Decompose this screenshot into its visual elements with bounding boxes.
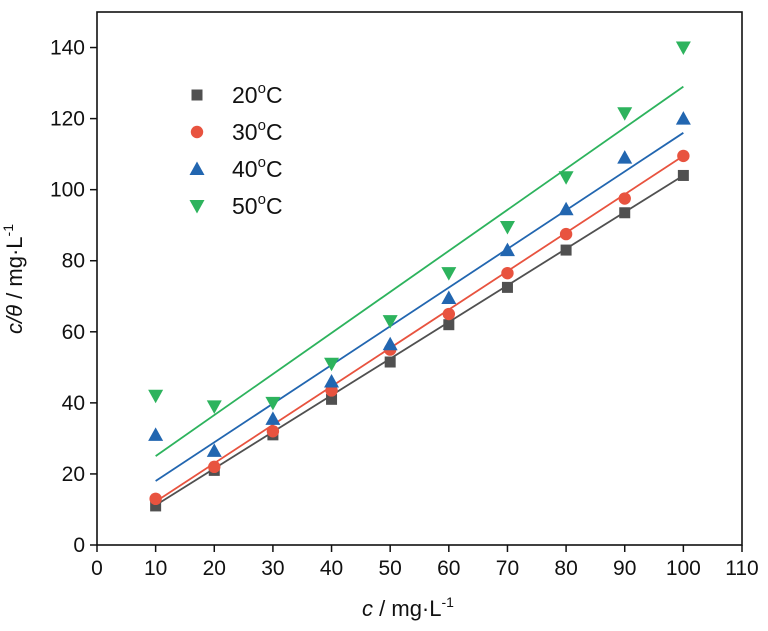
x-tick-label: 30: [261, 557, 284, 580]
data-point: [617, 150, 633, 164]
x-axis-title: c / mg·L-1: [362, 594, 454, 621]
data-point: [382, 315, 398, 329]
x-tick-label: 80: [554, 557, 577, 580]
data-point: [617, 107, 633, 121]
data-point: [266, 425, 280, 438]
fit-lines: [155, 85, 684, 506]
legend-marker: [189, 161, 205, 175]
data-point: [677, 169, 689, 181]
data-point: [324, 357, 340, 372]
data-point: [441, 267, 457, 281]
legend-label: 40oC: [232, 154, 283, 182]
y-axis-title-sup: -1: [0, 224, 16, 237]
legend: 20oC 30oC 40oC 50oC: [189, 80, 283, 219]
data-point: [501, 281, 513, 293]
data-point: [384, 356, 396, 368]
x-axis-title-sup: -1: [442, 594, 455, 610]
data-point: [148, 427, 164, 441]
data-point: [675, 111, 691, 125]
data-point: [326, 393, 338, 405]
data-point: [149, 492, 162, 506]
x-tick-label: 90: [613, 557, 636, 580]
fit-line: [155, 132, 684, 482]
y-tick-label: 80: [62, 250, 85, 273]
legend-label: 50oC: [232, 191, 283, 219]
x-tick-label: 70: [496, 557, 519, 580]
x-axis-title-var: c: [362, 596, 373, 621]
x-tick-label: 110: [725, 557, 758, 580]
legend-marker: [189, 200, 205, 214]
data-point: [150, 500, 162, 512]
data-point: [324, 374, 340, 388]
x-tick-label: 20: [203, 557, 226, 580]
x-tick-label: 50: [379, 557, 402, 580]
data-points: [148, 41, 691, 512]
data-point: [265, 396, 281, 411]
data-point: [560, 244, 572, 256]
data-point: [559, 227, 573, 241]
data-point: [675, 41, 691, 56]
x-tick-label: 0: [91, 557, 103, 580]
data-point: [499, 242, 515, 257]
data-point: [618, 192, 631, 205]
y-axis-title-unit: / mg·L: [2, 236, 27, 304]
data-point: [206, 400, 222, 414]
x-tick-label: 40: [320, 557, 343, 580]
y-tick-label: 140: [50, 37, 85, 60]
legend-marker: [190, 125, 204, 139]
y-tick-label: 20: [62, 463, 85, 486]
data-point: [443, 319, 455, 331]
y-tick-label: 60: [62, 321, 85, 344]
data-point: [265, 411, 281, 425]
data-point: [442, 307, 456, 321]
fit-line: [155, 174, 684, 506]
x-tick-label: 100: [666, 557, 701, 580]
legend-label: 20oC: [232, 80, 283, 108]
data-point: [677, 149, 690, 163]
y-tick-label: 0: [73, 534, 85, 557]
x-tick-label: 10: [144, 557, 167, 580]
y-axis-title: c/θ / mg·L-1: [0, 224, 27, 334]
y-axis-title-var: c/θ: [2, 305, 27, 334]
plot-frame: [96, 11, 743, 546]
y-tick-label: 100: [50, 179, 85, 202]
data-point: [619, 207, 631, 219]
y-tick-label: 40: [62, 392, 85, 415]
data-point: [501, 266, 514, 280]
data-point: [558, 201, 574, 216]
axis-ticks: 0 10 20 30 40 50 60 70 80 90 100 110 0 20 40 60 80 100 120…: [50, 37, 759, 580]
legend-label: 30oC: [232, 117, 283, 145]
data-point: [558, 171, 574, 185]
legend-marker: [191, 89, 203, 101]
x-tick-label: 60: [437, 557, 460, 580]
data-point: [208, 460, 221, 474]
data-point: [499, 220, 515, 235]
fit-line: [155, 155, 684, 503]
data-point: [441, 290, 457, 305]
data-point: [206, 443, 222, 457]
data-point: [382, 336, 398, 351]
y-tick-label: 120: [50, 108, 85, 131]
x-axis-title-unit: / mg·L: [373, 596, 441, 621]
fit-line: [155, 85, 684, 457]
data-point: [148, 389, 164, 404]
